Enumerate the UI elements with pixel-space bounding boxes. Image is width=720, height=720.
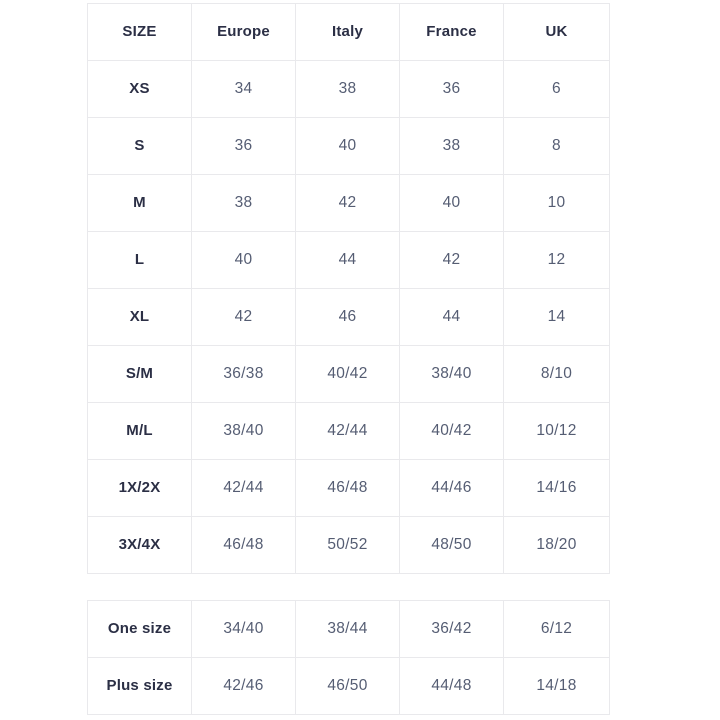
cell-italy: 50/52	[295, 516, 400, 574]
cell-europe: 42/44	[191, 459, 296, 517]
cell-france: 44/48	[399, 657, 504, 715]
cell-france: 44	[399, 288, 504, 346]
cell-uk: 10	[503, 174, 610, 232]
cell-france: 38/40	[399, 345, 504, 403]
cell-uk: 6/12	[503, 600, 610, 658]
cell-france: 40	[399, 174, 504, 232]
row-label-s: S	[87, 117, 192, 175]
universal-size-table: One size 34/40 38/44 36/42 6/12 Plus siz…	[87, 600, 610, 715]
cell-italy: 42/44	[295, 402, 400, 460]
table-row: S 36 40 38 8	[87, 117, 610, 175]
cell-france: 36	[399, 60, 504, 118]
table-row: One size 34/40 38/44 36/42 6/12	[87, 600, 610, 658]
table-header: SIZE Europe Italy France UK	[87, 3, 610, 61]
cell-uk: 14/16	[503, 459, 610, 517]
row-label-xs: XS	[87, 60, 192, 118]
table-row: XS 34 38 36 6	[87, 60, 610, 118]
row-label-one-size: One size	[87, 600, 192, 658]
table-row: 3X/4X 46/48 50/52 48/50 18/20	[87, 516, 610, 574]
cell-uk: 8/10	[503, 345, 610, 403]
cell-uk: 6	[503, 60, 610, 118]
column-header-uk: UK	[503, 3, 610, 61]
cell-italy: 46	[295, 288, 400, 346]
cell-uk: 18/20	[503, 516, 610, 574]
table-row: S/M 36/38 40/42 38/40 8/10	[87, 345, 610, 403]
row-label-1x-2x: 1X/2X	[87, 459, 192, 517]
row-label-3x-4x: 3X/4X	[87, 516, 192, 574]
cell-europe: 42/46	[191, 657, 296, 715]
cell-italy: 42	[295, 174, 400, 232]
universal-table-body: One size 34/40 38/44 36/42 6/12 Plus siz…	[87, 600, 610, 715]
column-header-europe: Europe	[191, 3, 296, 61]
cell-europe: 34/40	[191, 600, 296, 658]
cell-europe: 40	[191, 231, 296, 289]
table-row: XL 42 46 44 14	[87, 288, 610, 346]
cell-france: 42	[399, 231, 504, 289]
cell-uk: 12	[503, 231, 610, 289]
size-conversion-table: SIZE Europe Italy France UK XS 34 38 36 …	[87, 3, 610, 574]
cell-france: 48/50	[399, 516, 504, 574]
table-row: Plus size 42/46 46/50 44/48 14/18	[87, 657, 610, 715]
table-row: L 40 44 42 12	[87, 231, 610, 289]
cell-uk: 10/12	[503, 402, 610, 460]
row-label-l: L	[87, 231, 192, 289]
table-body: XS 34 38 36 6 S 36 40 38 8 M 38 42 40 10	[87, 60, 610, 574]
cell-europe: 34	[191, 60, 296, 118]
column-header-france: France	[399, 3, 504, 61]
row-label-xl: XL	[87, 288, 192, 346]
cell-italy: 46/48	[295, 459, 400, 517]
row-label-s-m: S/M	[87, 345, 192, 403]
column-header-size: SIZE	[87, 3, 192, 61]
table-row: M 38 42 40 10	[87, 174, 610, 232]
cell-europe: 46/48	[191, 516, 296, 574]
cell-italy: 44	[295, 231, 400, 289]
cell-uk: 14	[503, 288, 610, 346]
cell-europe: 38/40	[191, 402, 296, 460]
cell-europe: 38	[191, 174, 296, 232]
cell-france: 38	[399, 117, 504, 175]
cell-italy: 38/44	[295, 600, 400, 658]
cell-europe: 36	[191, 117, 296, 175]
cell-italy: 40/42	[295, 345, 400, 403]
cell-france: 40/42	[399, 402, 504, 460]
header-row: SIZE Europe Italy France UK	[87, 3, 610, 61]
cell-uk: 14/18	[503, 657, 610, 715]
cell-france: 36/42	[399, 600, 504, 658]
cell-italy: 46/50	[295, 657, 400, 715]
cell-france: 44/46	[399, 459, 504, 517]
cell-italy: 40	[295, 117, 400, 175]
row-label-m: M	[87, 174, 192, 232]
row-label-m-l: M/L	[87, 402, 192, 460]
column-header-italy: Italy	[295, 3, 400, 61]
table-row: 1X/2X 42/44 46/48 44/46 14/16	[87, 459, 610, 517]
cell-europe: 36/38	[191, 345, 296, 403]
cell-uk: 8	[503, 117, 610, 175]
table-row: M/L 38/40 42/44 40/42 10/12	[87, 402, 610, 460]
cell-europe: 42	[191, 288, 296, 346]
cell-italy: 38	[295, 60, 400, 118]
row-label-plus-size: Plus size	[87, 657, 192, 715]
